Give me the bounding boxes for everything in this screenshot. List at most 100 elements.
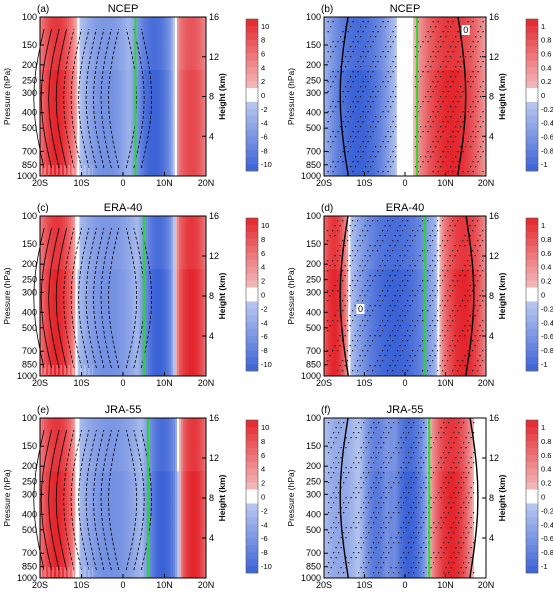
field-cell [326,17,329,44]
field-cell [374,296,378,324]
field-cell [125,149,128,177]
field-cell [56,216,60,244]
field-cell [145,242,149,270]
colorbar-cell [526,259,538,267]
field-cell [149,17,153,44]
field-cell [481,96,485,124]
colorbar-cell [526,231,538,240]
field-cell [360,216,363,244]
field-cell [60,17,64,44]
field-cell [118,418,122,446]
field-cell [324,498,327,526]
field-cell [435,149,438,177]
field-cell [378,444,382,472]
field-cell [64,70,68,97]
field-cell [437,322,440,350]
field-cell [160,551,163,579]
field-cell [127,269,130,297]
field-cell [93,498,97,526]
field-cell [360,149,363,177]
field-cell [334,471,337,499]
field-cell [185,17,188,44]
field-cell [125,322,128,350]
field-cell [376,149,380,177]
field-cell [425,269,428,297]
field-cell [400,349,404,377]
field-cell [100,418,103,446]
field-cell [332,70,335,97]
field-cell [195,123,199,150]
field-cell [348,96,351,124]
field-cell [114,123,118,150]
field-cell [346,70,349,97]
field-cell [479,349,483,377]
field-cell [195,242,199,270]
field-cell [48,149,51,177]
pressure-tick-label: 850 [22,160,37,170]
field-cell [158,123,161,150]
field-cell [336,296,339,324]
field-cell [372,216,376,244]
field-cell [334,149,337,177]
field-cell [421,43,424,71]
contour-line [93,429,105,571]
field-cell [362,123,365,150]
field-cell [431,43,434,71]
field-cell [135,322,138,350]
field-cell [181,43,184,71]
field-cell [382,498,386,526]
field-cell [64,349,68,377]
field-cell [100,524,103,552]
field-cell [73,498,76,526]
field-cell [461,498,465,526]
field-cell [423,444,426,472]
field-cell [447,471,450,499]
field-cell [330,17,333,44]
field-cell [110,70,114,97]
field-cell [98,96,101,124]
field-cell [116,524,120,552]
field-cell [342,43,345,71]
field-cell [110,43,114,71]
field-cell [50,444,53,472]
field-cell [390,43,394,71]
field-cell [189,418,192,446]
field-cell [170,43,174,71]
field-cell [471,444,475,472]
field-cell [352,96,355,124]
field-cell [469,17,473,44]
field-cell [73,216,76,244]
field-cell [350,17,353,44]
field-cell [156,471,159,499]
field-cell [46,498,49,526]
field-cell [135,524,138,552]
field-cell [465,296,469,324]
colorbar: 10.80.60.40.20-0.2-0.4-0.6-0.8-1 [525,18,553,172]
field-cell [463,444,467,472]
pressure-tick-label: 700 [22,548,37,558]
field-cell [195,70,199,97]
contour-line [33,227,45,369]
field-cell [350,444,353,472]
field-cell [60,296,64,324]
field-cell [413,149,416,177]
field-cell [324,444,327,472]
colorbar-cell [246,218,258,226]
field-cell [87,296,91,324]
colorbar-cell [246,329,258,337]
field-cell [52,418,55,446]
field-cell [56,17,60,44]
field-cell [413,96,416,124]
field-cell [324,551,327,579]
field-cell [409,551,412,579]
field-cell [445,43,448,71]
colorbar-cell [246,273,258,281]
contour-line [48,429,60,571]
colorbar-frame [525,217,539,372]
field-cell [187,349,190,377]
field-cell [431,149,434,177]
field-cell [451,149,454,177]
pressure-tick-label: 400 [306,307,321,317]
field-cell [477,70,481,97]
